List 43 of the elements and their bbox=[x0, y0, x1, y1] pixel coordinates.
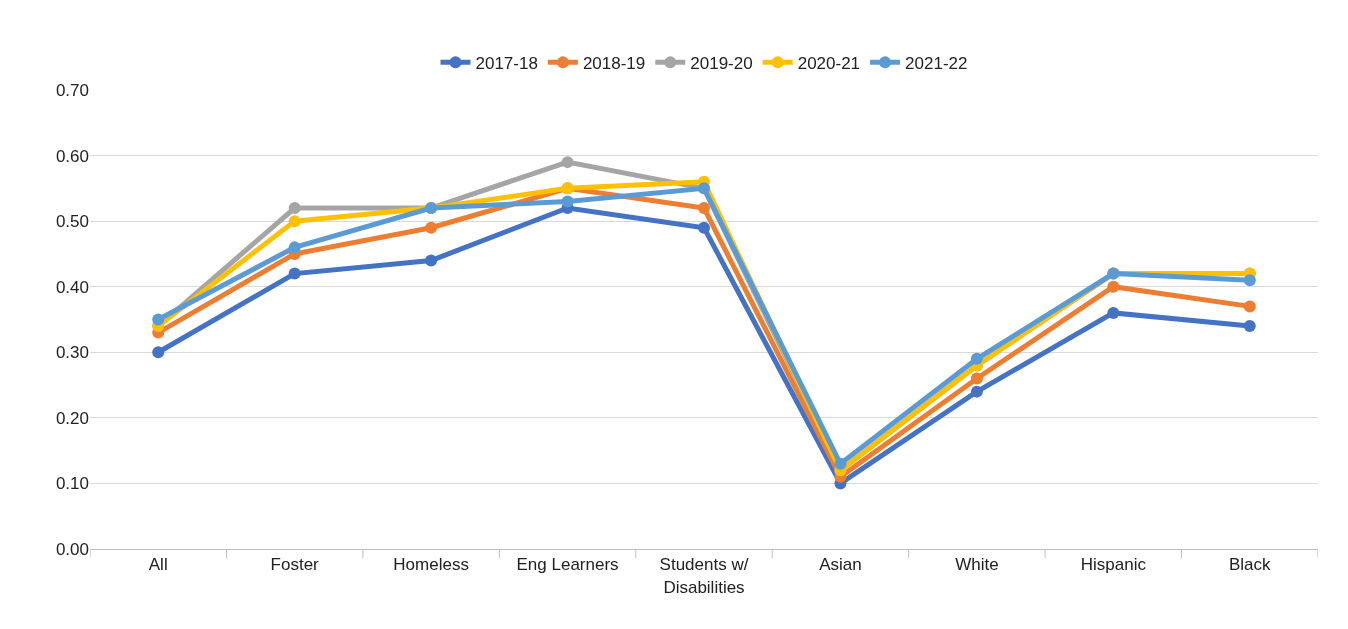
point bbox=[1107, 306, 1120, 319]
point bbox=[834, 457, 847, 470]
point bbox=[561, 156, 574, 169]
x-tick-label: White bbox=[955, 555, 999, 575]
y-tick-label: 0.10 bbox=[55, 474, 89, 494]
point bbox=[425, 221, 438, 234]
point bbox=[288, 202, 301, 215]
point bbox=[425, 254, 438, 267]
x-tick-label: Black bbox=[1228, 555, 1272, 575]
point bbox=[970, 352, 983, 365]
y-tick-label: 0.30 bbox=[55, 343, 89, 363]
point bbox=[1243, 320, 1256, 333]
point bbox=[561, 195, 574, 208]
x-tick-label: All bbox=[148, 555, 168, 575]
legend-label: 2021-22 bbox=[905, 54, 968, 73]
y-tick-label: 0.20 bbox=[55, 408, 89, 428]
point bbox=[152, 346, 165, 359]
point bbox=[288, 215, 301, 228]
point bbox=[698, 202, 710, 215]
x-tick-label: Asian bbox=[819, 555, 862, 575]
point bbox=[970, 372, 983, 385]
y-tick-label: 0.70 bbox=[55, 80, 89, 100]
legend-label: 2018-19 bbox=[582, 54, 646, 73]
x-tick-label: Foster bbox=[270, 555, 320, 575]
x-tick-label: Students w/ Disabilities bbox=[659, 555, 749, 597]
x-tick-label: Homeless bbox=[393, 555, 469, 575]
point bbox=[288, 241, 301, 254]
point bbox=[1243, 274, 1256, 287]
y-tick-label: 0.60 bbox=[55, 146, 89, 166]
x-tick-label: Hispanic bbox=[1080, 555, 1147, 575]
legend-label: 2019-20 bbox=[690, 54, 753, 73]
x-tick-label: Eng Learners bbox=[516, 555, 619, 575]
legend-label: 2017-18 bbox=[475, 54, 538, 73]
point bbox=[698, 221, 710, 234]
point bbox=[1107, 280, 1120, 293]
legend-label: 2020-21 bbox=[797, 54, 861, 73]
point bbox=[288, 267, 301, 280]
y-tick-label: 0.50 bbox=[55, 212, 89, 232]
y-tick-label: 0.00 bbox=[55, 539, 89, 559]
point bbox=[152, 313, 165, 326]
point bbox=[970, 385, 983, 398]
point bbox=[1243, 300, 1256, 313]
y-tick-label: 0.40 bbox=[55, 277, 89, 297]
